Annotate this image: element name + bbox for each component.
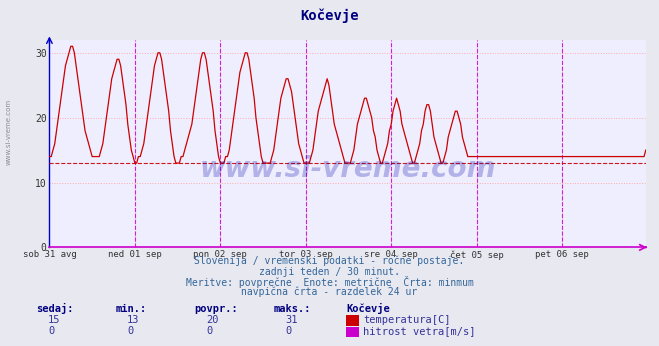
Text: 0: 0 [127,327,133,336]
Text: www.si-vreme.com: www.si-vreme.com [200,155,496,182]
Text: 15: 15 [48,315,61,325]
Text: 0: 0 [206,327,212,336]
Text: 0: 0 [285,327,291,336]
Text: sedaj:: sedaj: [36,303,74,314]
Text: 31: 31 [285,315,298,325]
Text: min.:: min.: [115,304,146,313]
Text: maks.:: maks.: [273,304,311,313]
Text: povpr.:: povpr.: [194,304,238,313]
Text: Kočevje: Kočevje [301,8,358,23]
Text: Meritve: povprečne  Enote: metrične  Črta: minmum: Meritve: povprečne Enote: metrične Črta:… [186,276,473,288]
Text: Kočevje: Kočevje [346,303,389,314]
Text: 13: 13 [127,315,140,325]
Text: temperatura[C]: temperatura[C] [363,315,451,325]
Text: www.si-vreme.com: www.si-vreme.com [5,98,12,165]
Text: 20: 20 [206,315,219,325]
Text: 0: 0 [48,327,54,336]
Text: zadnji teden / 30 minut.: zadnji teden / 30 minut. [259,267,400,276]
Text: navpična črta - razdelek 24 ur: navpična črta - razdelek 24 ur [241,286,418,297]
Text: Slovenija / vremenski podatki - ročne postaje.: Slovenija / vremenski podatki - ročne po… [194,256,465,266]
Text: hitrost vetra[m/s]: hitrost vetra[m/s] [363,327,476,336]
